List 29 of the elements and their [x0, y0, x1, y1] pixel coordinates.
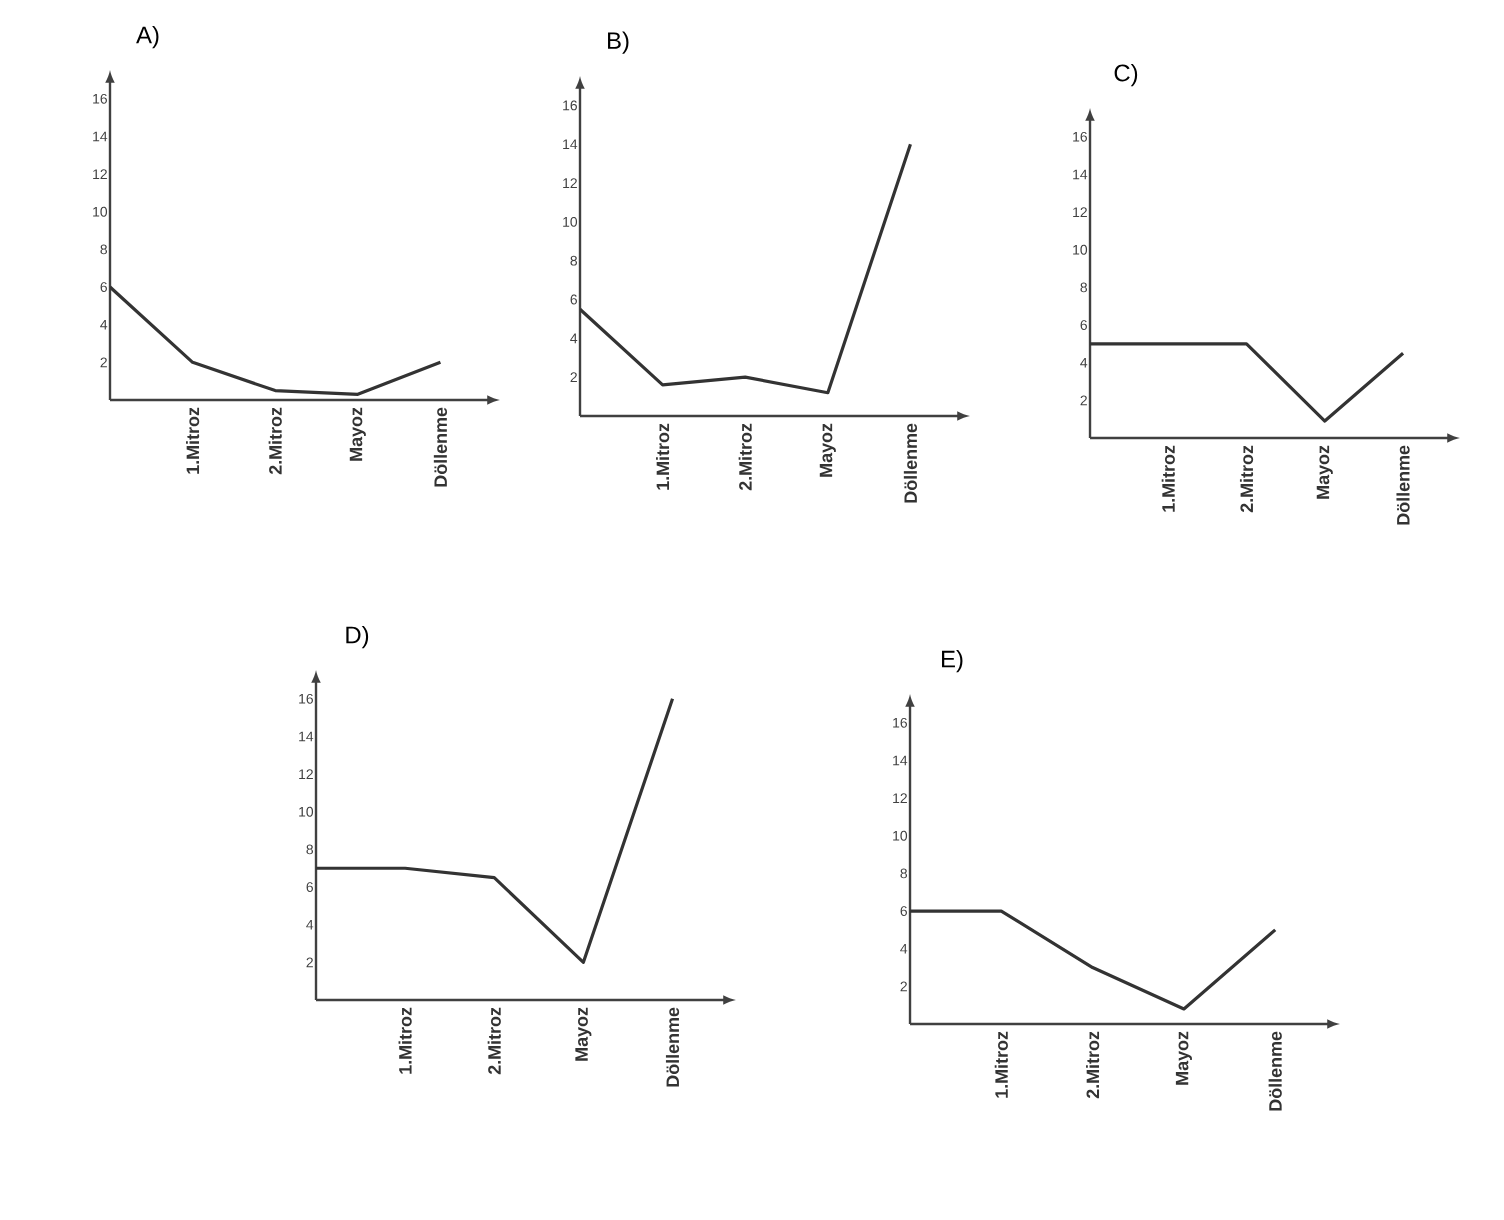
x-tick-label: 2.Mitroz [268, 407, 282, 475]
x-tick-label: 2.Mitroz [738, 423, 752, 491]
x-tick-label: Döllenme [433, 407, 448, 487]
x-tick-label: 1.Mitroz [1161, 445, 1175, 512]
x-tick-label: 2.Mitroz [487, 1007, 501, 1075]
x-tick-label: Mayoz [349, 407, 366, 461]
chart-title: D) [346, 625, 369, 649]
x-tick-label: Döllenme [1396, 445, 1410, 525]
x-tick-label: 1.Mitroz [656, 423, 670, 490]
x-tick-label: 2.Mitroz [1239, 445, 1254, 513]
x-tick-label: Mayoz [1316, 445, 1333, 499]
x-tick-label: Döllenme [903, 423, 918, 503]
x-tick-label: Döllenme [665, 1007, 680, 1087]
chart-title: B) [608, 31, 629, 54]
chart-title: C) [1114, 63, 1138, 87]
chart-title: A) [136, 25, 159, 49]
line-series [910, 909, 1277, 1011]
chart-title: E) [942, 649, 963, 673]
x-tick-label: Mayoz [1175, 1031, 1192, 1085]
x-tick-label: 1.Mitroz [186, 407, 200, 474]
x-tick-label: 1.Mitroz [994, 1031, 1008, 1098]
line-series [580, 142, 913, 395]
line-series [110, 285, 443, 396]
x-tick-label: Döllenme [1268, 1031, 1282, 1111]
x-tick-label: 2.Mitroz [1086, 1031, 1100, 1099]
x-tick-label: Mayoz [819, 423, 836, 477]
line-series [316, 697, 675, 964]
x-tick-label: Mayoz [575, 1007, 592, 1061]
x-tick-label: 1.Mitroz [398, 1007, 412, 1074]
